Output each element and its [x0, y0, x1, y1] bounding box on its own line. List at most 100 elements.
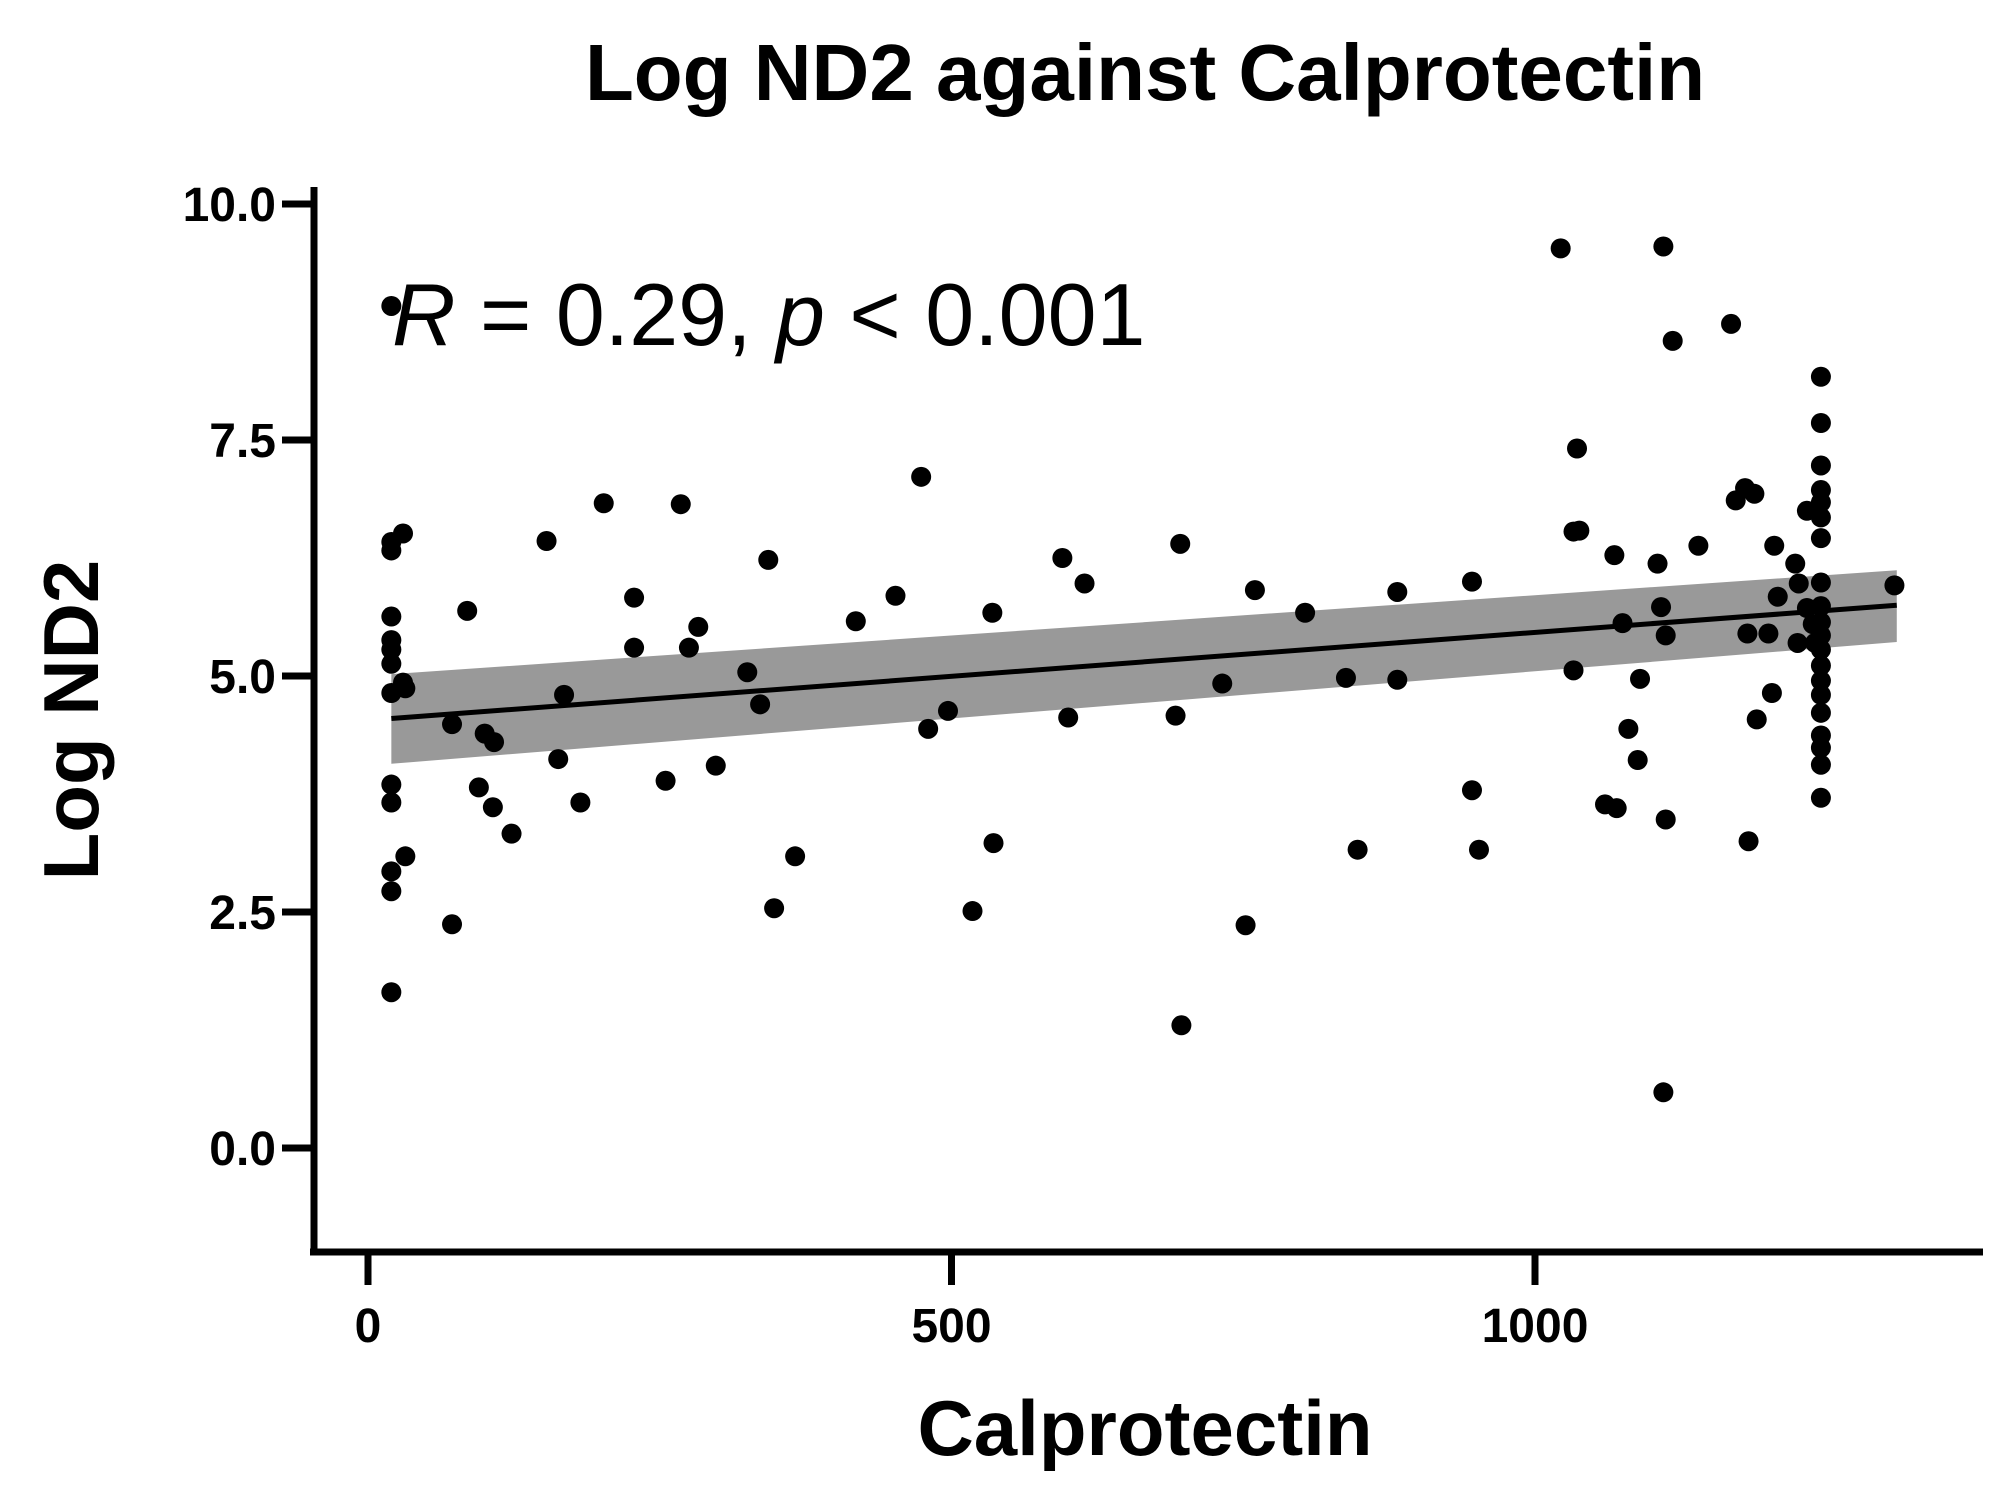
data-point [1810, 655, 1831, 676]
data-point [548, 749, 569, 770]
data-point [1347, 839, 1368, 860]
data-point [1810, 596, 1831, 617]
data-point [1569, 520, 1590, 541]
x-axis-ticks: 0 500 1000 [355, 1252, 1588, 1353]
data-point [1295, 602, 1316, 623]
data-point [381, 606, 402, 627]
r-value: = 0.29, [456, 265, 776, 364]
y-tick-label: 2.5 [209, 887, 276, 940]
data-point [785, 846, 806, 867]
data-point [1606, 798, 1627, 819]
data-point [1170, 533, 1191, 554]
data-point [962, 901, 983, 922]
data-point [678, 637, 699, 658]
data-point [750, 694, 771, 715]
y-axis-ticks: 0.0 2.5 5.0 7.5 10.0 [183, 179, 314, 1176]
data-point [982, 602, 1003, 623]
data-point [688, 616, 709, 637]
data-point [764, 898, 785, 919]
data-point [570, 792, 591, 813]
data-point [1604, 545, 1625, 566]
data-point [381, 639, 402, 660]
data-point [457, 600, 478, 621]
data-point [937, 700, 958, 721]
r-symbol: R [392, 265, 456, 364]
data-point [1074, 573, 1095, 594]
data-point [395, 678, 416, 699]
data-point [1468, 839, 1489, 860]
data-points [381, 236, 1905, 1103]
data-point [1810, 737, 1831, 758]
data-point [624, 587, 645, 608]
data-point [1767, 586, 1788, 607]
y-tick-label: 7.5 [209, 415, 276, 468]
y-tick-label: 0.0 [209, 1123, 276, 1176]
data-point [1810, 670, 1831, 691]
data-point [1758, 623, 1779, 644]
data-point [845, 611, 866, 632]
data-point [1052, 548, 1073, 568]
regression-line [391, 602, 1897, 721]
data-point [1738, 831, 1759, 852]
data-point [393, 523, 414, 544]
data-point [737, 662, 758, 683]
data-point [1764, 535, 1785, 556]
data-point [1810, 507, 1831, 528]
x-tick-label: 0 [355, 1300, 382, 1353]
data-point [1810, 455, 1831, 476]
data-point [482, 797, 503, 818]
data-point [1387, 581, 1408, 602]
data-point [381, 295, 402, 316]
confidence-band-group [391, 570, 1897, 764]
data-point [1335, 667, 1356, 688]
data-point [1810, 625, 1831, 646]
data-point [593, 493, 614, 514]
data-point [1810, 702, 1831, 723]
data-point [1567, 438, 1588, 459]
data-point [1212, 673, 1233, 694]
data-point [395, 846, 416, 867]
data-point [1688, 535, 1709, 556]
data-point [381, 653, 402, 674]
correlation-annotation: R = 0.29, p < 0.001 [392, 265, 1146, 364]
data-point [381, 861, 402, 882]
data-point [1655, 809, 1676, 830]
p-value: < 0.001 [825, 265, 1146, 364]
data-point [1563, 660, 1584, 681]
data-point [918, 718, 939, 739]
data-point [1787, 632, 1808, 653]
data-point [1244, 580, 1265, 601]
data-point [1235, 915, 1256, 936]
data-point [501, 823, 522, 844]
data-point [1653, 236, 1674, 257]
data-point [381, 792, 402, 813]
y-axis-label: Log ND2 [27, 560, 115, 881]
chart-title: Log ND2 against Calprotectin [585, 28, 1705, 117]
data-point [381, 774, 402, 795]
data-point [1810, 572, 1831, 593]
data-point [655, 770, 676, 791]
data-point [381, 982, 402, 1003]
data-point [1810, 492, 1831, 513]
data-point [1653, 1082, 1674, 1103]
data-point [1788, 573, 1809, 594]
data-point [536, 531, 557, 552]
data-point [1461, 571, 1482, 592]
data-point [885, 585, 906, 606]
data-point [1550, 238, 1571, 259]
data-point [1387, 669, 1408, 690]
x-axis-label: Calprotectin [917, 1384, 1372, 1472]
data-point [1655, 625, 1676, 646]
data-point [484, 732, 505, 753]
data-point [1461, 780, 1482, 801]
data-point [705, 755, 726, 776]
data-point [442, 914, 463, 935]
data-point [1744, 483, 1765, 504]
data-point [1618, 718, 1639, 739]
data-point [1627, 750, 1648, 771]
data-point [1165, 705, 1186, 726]
data-point [442, 714, 463, 735]
data-point [624, 637, 645, 658]
data-point [381, 881, 402, 902]
y-tick-label: 5.0 [209, 651, 276, 704]
